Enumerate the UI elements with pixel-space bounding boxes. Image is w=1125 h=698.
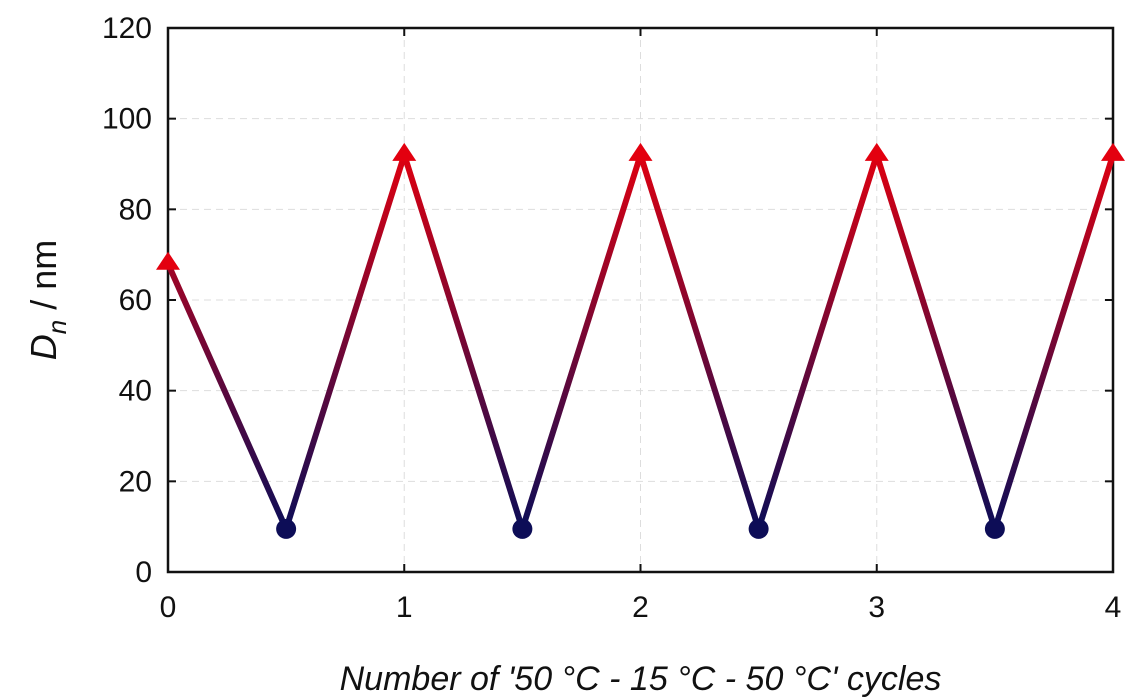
x-tick-label: 3 (868, 591, 885, 624)
peak-marker (628, 142, 653, 161)
y-tick-label: 100 (102, 103, 152, 136)
minimum-marker (512, 518, 533, 539)
peak-marker (864, 142, 889, 161)
x-tick-label: 1 (396, 591, 413, 624)
y-tick-label: 40 (119, 375, 152, 408)
peak-marker (156, 251, 180, 270)
x-tick-label: 4 (1105, 591, 1122, 624)
minimum-marker (984, 518, 1005, 539)
grid-lines (168, 28, 1113, 572)
y-tick-label: 80 (119, 193, 152, 226)
peak-marker (1101, 142, 1125, 161)
x-tick-label: 2 (632, 591, 649, 624)
y-tick-label: 0 (135, 556, 152, 589)
peak-marker (392, 142, 417, 161)
y-tick-label: 120 (102, 12, 152, 45)
x-tick-label: 0 (160, 591, 177, 624)
minimum-marker (276, 518, 297, 539)
data-markers (156, 142, 1125, 539)
y-axis-title-rest: / nm (23, 240, 64, 320)
minimum-marker (748, 518, 769, 539)
axis-ticks (167, 27, 1114, 573)
y-tick-label: 20 (119, 465, 152, 498)
x-axis-title: Number of '50 °C - 15 °C - 50 °C' cycles (340, 660, 942, 698)
y-axis-title-main: D (23, 334, 64, 360)
y-tick-label: 60 (119, 284, 152, 317)
y-axis-title: Dn / nm (23, 240, 72, 360)
y-axis-title-sub: n (42, 320, 72, 334)
